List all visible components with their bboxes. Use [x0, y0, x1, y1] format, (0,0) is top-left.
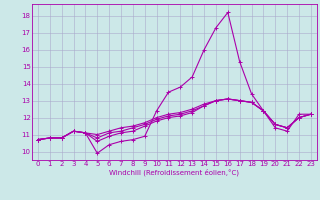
X-axis label: Windchill (Refroidissement éolien,°C): Windchill (Refroidissement éolien,°C) — [109, 169, 239, 176]
